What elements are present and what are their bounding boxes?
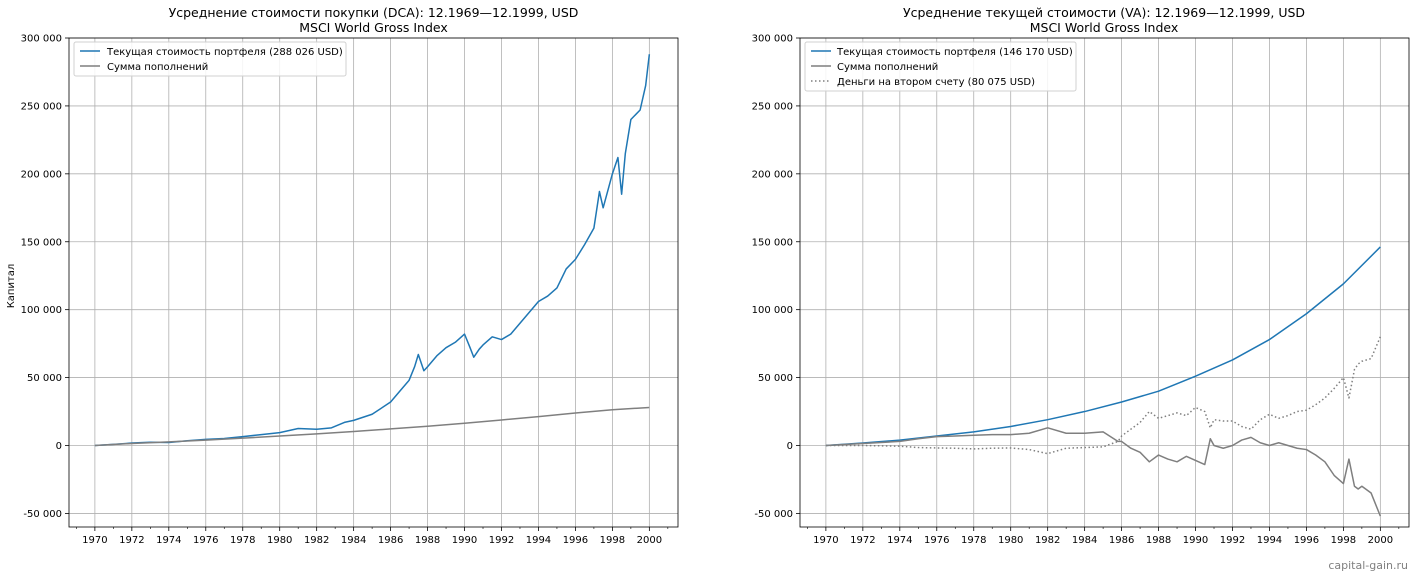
x-tick-label: 2000: [637, 535, 662, 546]
x-tick-label: 1986: [378, 535, 403, 546]
x-tick-label: 1992: [1220, 535, 1245, 546]
series-line-1: [94, 406, 650, 447]
chart-title-line1: Усреднение стоимости покупки (DCA): 12.1…: [169, 5, 579, 20]
x-tick-label: 1994: [1257, 535, 1282, 546]
x-tick-label: 1976: [924, 535, 949, 546]
x-tick-label: 1998: [600, 535, 625, 546]
x-tick-label: 1982: [1035, 535, 1060, 546]
chart-title-line2: MSCI World Gross Index: [1030, 20, 1179, 35]
y-axis-label: Капитал: [6, 264, 17, 309]
x-tick-label: 1994: [526, 535, 551, 546]
watermark: capital-gain.ru: [1328, 559, 1408, 572]
x-tick-label: 1988: [415, 535, 440, 546]
legend-box: [73, 41, 347, 77]
y-tick-label: 0: [56, 441, 62, 452]
y-tick-label: 50 000: [27, 373, 62, 384]
grid: [69, 37, 678, 527]
y-tick-label: 100 000: [752, 305, 793, 316]
x-tick-label: 1984: [1072, 535, 1097, 546]
series-line-1: [825, 427, 1382, 517]
x-axis-ticks: 1970 1972 1974 1976 1978 1980 1982 1984 1986 1988…: [76, 527, 669, 546]
legend-box: [804, 41, 1077, 92]
y-tick-label: 0: [787, 441, 793, 452]
y-tick-label: 100 000: [21, 305, 62, 316]
x-tick-label: 1978: [230, 535, 255, 546]
legend: Текущая стоимость портфеля (146 170 USD)…: [804, 41, 1077, 92]
y-tick-label: 250 000: [752, 101, 793, 112]
x-tick-label: 1976: [193, 535, 218, 546]
y-tick-label: 150 000: [752, 237, 793, 248]
x-tick-label: 1980: [267, 535, 292, 546]
x-tick-label: 2000: [1368, 535, 1393, 546]
legend-label-second-account: Деньги на втором счету (80 075 USD): [837, 77, 1035, 88]
x-tick-label: 1998: [1331, 535, 1356, 546]
y-tick-label: -50 000: [754, 509, 793, 520]
x-tick-label: 1996: [1294, 535, 1319, 546]
x-axis-ticks: 1970 1972 1974 1976 1978 1980 1982 1984 1986 1988…: [807, 527, 1400, 546]
x-tick-label: 1980: [998, 535, 1023, 546]
legend-label-contrib: Сумма пополнений: [107, 62, 208, 73]
x-tick-label: 1974: [887, 535, 912, 546]
series-line-2: [825, 336, 1382, 455]
legend-label-contrib: Сумма пополнений: [837, 62, 938, 73]
y-axis-ticks: 300 000 250 000 200 000 150 000 100 000 50 00…: [752, 34, 800, 520]
x-tick-label: 1970: [813, 535, 838, 546]
x-tick-label: 1970: [82, 535, 107, 546]
y-tick-label: 200 000: [21, 169, 62, 180]
chart-title-line1: Усреднение текущей стоимости (VA): 12.19…: [903, 5, 1305, 20]
x-tick-label: 1992: [489, 535, 514, 546]
legend-label-portfolio: Текущая стоимость портфеля (146 170 USD): [836, 47, 1073, 58]
x-tick-label: 1978: [961, 535, 986, 546]
y-axis-ticks: 300 000 250 000 200 000 150 000 100 000 50 00…: [21, 34, 69, 520]
series-line-0: [825, 246, 1381, 447]
series-group: [825, 246, 1382, 517]
plot-frame: [799, 37, 1410, 528]
chart-panel-va: Усреднение текущей стоимости (VA): 12.19…: [752, 5, 1410, 546]
grid: [800, 37, 1409, 527]
x-tick-label: 1990: [1183, 535, 1208, 546]
y-tick-label: 300 000: [21, 34, 62, 45]
y-tick-label: 250 000: [21, 101, 62, 112]
x-tick-label: 1972: [850, 535, 875, 546]
series-line-0: [94, 54, 651, 447]
x-tick-label: 1986: [1109, 535, 1134, 546]
legend: Текущая стоимость портфеля (288 026 USD)…: [73, 41, 347, 77]
series-group: [94, 54, 651, 447]
x-tick-label: 1990: [452, 535, 477, 546]
plot-frame: [68, 37, 679, 528]
y-tick-label: 300 000: [752, 34, 793, 45]
chart-title-line2: MSCI World Gross Index: [299, 20, 448, 35]
x-tick-label: 1974: [156, 535, 181, 546]
x-tick-label: 1988: [1146, 535, 1171, 546]
chart-panel-dca: Усреднение стоимости покупки (DCA): 12.1…: [6, 5, 679, 546]
x-tick-label: 1982: [304, 535, 329, 546]
x-tick-label: 1972: [119, 535, 144, 546]
x-tick-label: 1984: [341, 535, 366, 546]
y-tick-label: 200 000: [752, 169, 793, 180]
y-tick-label: -50 000: [23, 509, 62, 520]
legend-label-portfolio: Текущая стоимость портфеля (288 026 USD): [106, 47, 343, 58]
y-tick-label: 50 000: [758, 373, 793, 384]
x-tick-label: 1996: [563, 535, 588, 546]
y-tick-label: 150 000: [21, 237, 62, 248]
